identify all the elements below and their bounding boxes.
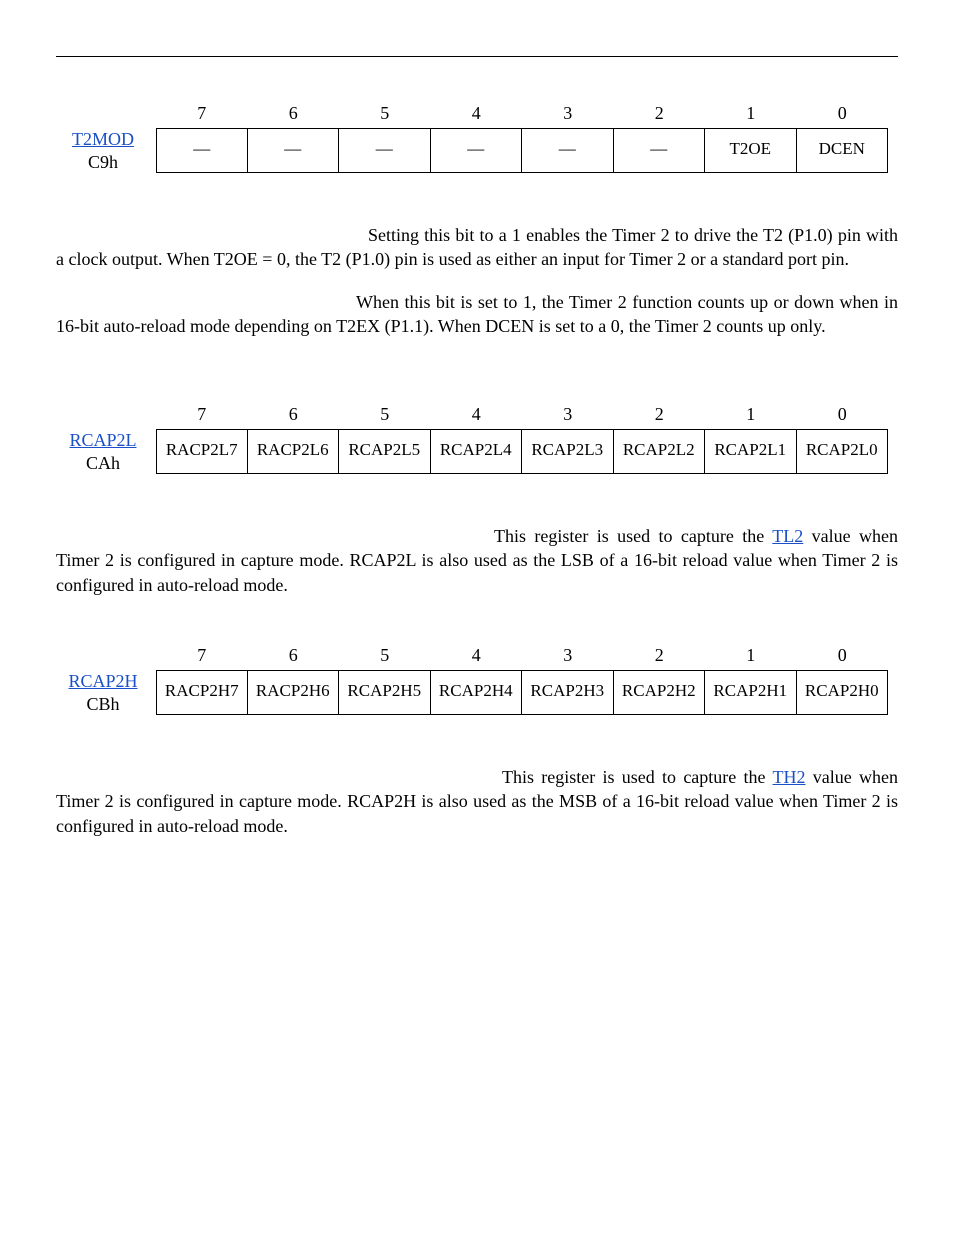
bit-number: 2 — [614, 97, 706, 128]
bit-cell: RACP2L6 — [248, 429, 340, 474]
bit-cell: RCAP2L2 — [614, 429, 706, 474]
paragraph-rcap2l: This register is used to capture the TL2… — [56, 524, 898, 597]
register-addr: CBh — [56, 693, 150, 716]
bit-number: 1 — [705, 639, 797, 670]
bit-number: 1 — [705, 398, 797, 429]
bit-cell: — — [431, 128, 523, 173]
bit-cell: DCEN — [797, 128, 889, 173]
register-name-cell: T2MOD C9h — [56, 128, 156, 173]
register-name-cell: RCAP2L CAh — [56, 429, 156, 474]
bit-number: 2 — [614, 639, 706, 670]
link-tl2[interactable]: TL2 — [772, 526, 803, 546]
bit-number: 7 — [156, 398, 248, 429]
register-link-rcap2h[interactable]: RCAP2H — [56, 670, 150, 693]
bit-cell: RCAP2H0 — [797, 670, 889, 715]
bit-cell: RCAP2L0 — [797, 429, 889, 474]
bit-cell: RACP2H6 — [248, 670, 340, 715]
register-name-cell: RCAP2H CBh — [56, 670, 156, 715]
register-table-t2mod: 7 6 5 4 3 2 1 0 T2MOD C9h — — — — — — T2… — [56, 97, 888, 173]
spacer — [56, 97, 156, 128]
bit-cell: RCAP2H2 — [614, 670, 706, 715]
paragraph-rcap2h: This register is used to capture the TH2… — [56, 765, 898, 838]
bit-cell: RCAP2H1 — [705, 670, 797, 715]
bit-number: 6 — [248, 398, 340, 429]
bit-number: 1 — [705, 97, 797, 128]
bit-number: 0 — [797, 97, 889, 128]
bit-cell: RCAP2L4 — [431, 429, 523, 474]
bit-cell: RCAP2H5 — [339, 670, 431, 715]
register-addr: C9h — [56, 151, 150, 174]
bit-cell: RCAP2H3 — [522, 670, 614, 715]
register-table-rcap2l: 7 6 5 4 3 2 1 0 RCAP2L CAh RACP2L7 RACP2… — [56, 398, 888, 474]
bit-number: 5 — [339, 639, 431, 670]
para-text-pre: This register is used to capture the — [502, 767, 773, 787]
paragraph-t2oe: Setting this bit to a 1 enables the Time… — [56, 223, 898, 272]
bit-number: 3 — [522, 639, 614, 670]
bit-cell: — — [614, 128, 706, 173]
bit-cell: RCAP2H4 — [431, 670, 523, 715]
bit-cell: RACP2H7 — [156, 670, 248, 715]
bit-cell: — — [156, 128, 248, 173]
register-link-t2mod[interactable]: T2MOD — [56, 128, 150, 151]
bit-number: 0 — [797, 639, 889, 670]
bit-number: 2 — [614, 398, 706, 429]
para-text-pre: This register is used to capture the — [494, 526, 772, 546]
para-text: Setting this bit to a 1 enables the Time… — [56, 225, 898, 269]
bit-cell: — — [339, 128, 431, 173]
spacer — [56, 398, 156, 429]
bit-number: 4 — [431, 639, 523, 670]
bit-cell: RCAP2L5 — [339, 429, 431, 474]
register-addr: CAh — [56, 452, 150, 475]
bit-number: 3 — [522, 398, 614, 429]
bit-cell: RCAP2L1 — [705, 429, 797, 474]
bit-number: 6 — [248, 97, 340, 128]
bit-cell: T2OE — [705, 128, 797, 173]
bit-number: 7 — [156, 639, 248, 670]
link-th2[interactable]: TH2 — [773, 767, 806, 787]
para-text: When this bit is set to 1, the Timer 2 f… — [56, 292, 898, 336]
bit-cell: — — [522, 128, 614, 173]
bit-number: 0 — [797, 398, 889, 429]
bit-number: 4 — [431, 398, 523, 429]
bit-cell: RCAP2L3 — [522, 429, 614, 474]
bit-number: 5 — [339, 97, 431, 128]
register-table-rcap2h: 7 6 5 4 3 2 1 0 RCAP2H CBh RACP2H7 RACP2… — [56, 639, 888, 715]
bit-cell: RACP2L7 — [156, 429, 248, 474]
top-rule — [56, 56, 898, 57]
bit-number: 3 — [522, 97, 614, 128]
bit-number: 7 — [156, 97, 248, 128]
register-link-rcap2l[interactable]: RCAP2L — [56, 429, 150, 452]
bit-number: 6 — [248, 639, 340, 670]
spacer — [56, 639, 156, 670]
bit-number: 4 — [431, 97, 523, 128]
bit-number: 5 — [339, 398, 431, 429]
bit-cell: — — [248, 128, 340, 173]
paragraph-dcen: When this bit is set to 1, the Timer 2 f… — [56, 290, 898, 339]
